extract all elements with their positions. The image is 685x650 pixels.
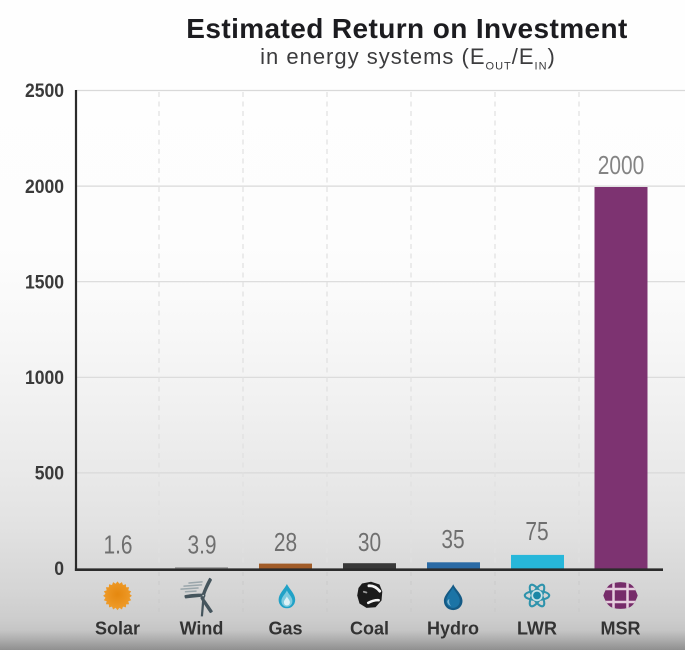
svg-text:30: 30 [358,528,381,556]
svg-text:75: 75 [525,517,548,545]
svg-text:2000: 2000 [25,175,64,197]
svg-text:500: 500 [35,462,64,484]
svg-text:1.6: 1.6 [103,531,132,559]
svg-text:0: 0 [54,557,64,579]
svg-text:Gas: Gas [268,619,302,639]
svg-text:Hydro: Hydro [427,619,479,639]
svg-text:35: 35 [441,525,464,553]
svg-text:Coal: Coal [350,619,389,639]
svg-text:1000: 1000 [25,366,64,388]
svg-text:MSR: MSR [601,619,641,639]
svg-text:3.9: 3.9 [187,531,216,559]
svg-text:2000: 2000 [598,151,645,179]
svg-text:Wind: Wind [180,619,224,639]
svg-text:28: 28 [274,528,297,556]
svg-text:Solar: Solar [95,619,140,639]
svg-text:LWR: LWR [517,619,557,639]
svg-text:2500: 2500 [25,79,64,101]
svg-text:1500: 1500 [25,271,64,293]
